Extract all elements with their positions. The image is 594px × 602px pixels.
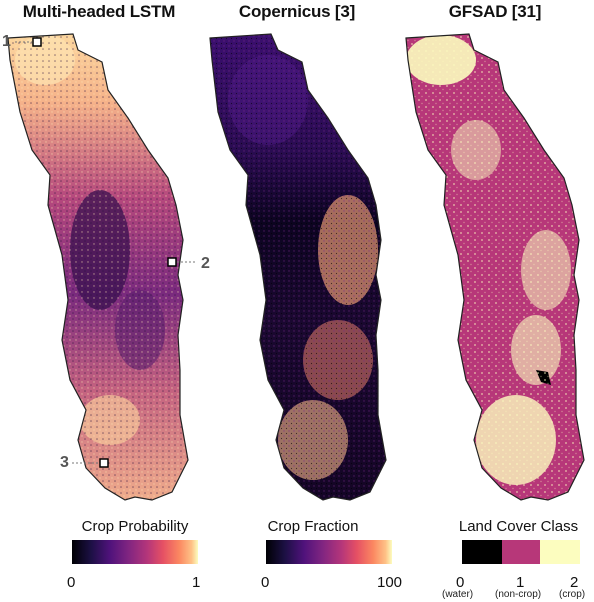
class-value-water: 0 (456, 574, 465, 591)
tick-min: 0 (67, 574, 76, 591)
panel-title: GFSAD [31] (448, 2, 542, 21)
class-label-crop: (crop) (559, 589, 586, 600)
panel-copernicus: Copernicus [3] Crop Fractio (198, 0, 402, 602)
marker-2 (167, 257, 197, 267)
class-value-crop: 2 (570, 574, 579, 591)
legend-title: Land Cover Class (458, 518, 579, 535)
legend-title: Crop Fraction (267, 518, 359, 535)
class-swatch-non-crop (502, 540, 540, 564)
colorbar (72, 540, 198, 564)
class-swatch-crop (540, 540, 580, 564)
lstm-crop-probability-map (7, 33, 197, 501)
class-swatch-water (462, 540, 502, 564)
marker-label-2: 2 (201, 255, 210, 272)
class-value-non-crop: 1 (516, 574, 525, 591)
tick-max: 1 (192, 574, 201, 591)
panel-title: Multi-headed LSTM (22, 2, 176, 21)
tick-min: 0 (261, 574, 270, 591)
marker-3 (72, 458, 109, 468)
gfsad-land-cover-map (405, 33, 585, 501)
marker-label-1: 1 (2, 33, 11, 50)
panel-lstm: Multi-headed LSTM (0, 0, 201, 602)
tick-max: 100 (377, 574, 403, 591)
panel-gfsad: GFSAD [31] Land Cover Class 0 1 2 (water… (396, 0, 594, 602)
copernicus-crop-fraction-map (209, 33, 387, 501)
marker-1 (15, 37, 42, 47)
marker-label-3: 3 (60, 454, 69, 471)
panel-title: Copernicus [3] (238, 2, 356, 21)
class-label-water: (water) (442, 589, 474, 600)
class-label-non-crop: (non-crop) (495, 589, 542, 600)
colorbar (266, 540, 392, 564)
legend-title: Crop Probability (81, 518, 189, 535)
